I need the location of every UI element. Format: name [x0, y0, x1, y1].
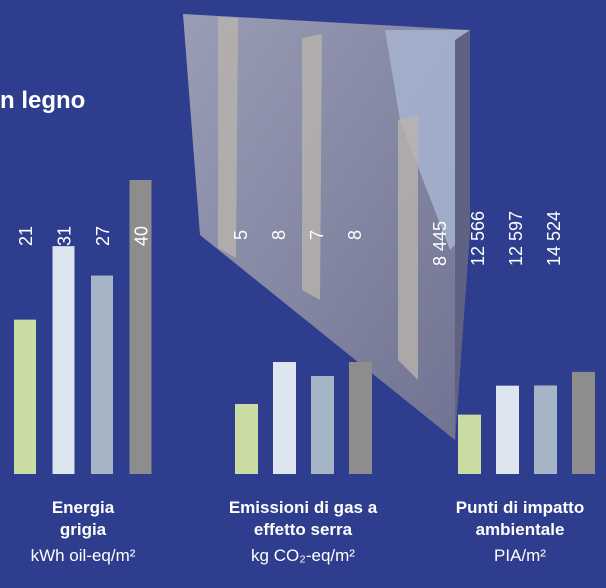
bar: [91, 275, 113, 474]
bar: [129, 180, 152, 474]
value-label: 14 524: [544, 211, 564, 266]
value-label: 8: [345, 230, 365, 240]
bar: [52, 246, 75, 474]
caption: Emissioni di gas a effetto serra kg CO₂-e…: [213, 497, 393, 567]
value-label: 40: [132, 226, 152, 246]
value-label: 27: [93, 226, 113, 246]
bar: [273, 362, 296, 474]
chart-title: Energia grigia: [51, 498, 115, 539]
value-label: 31: [55, 226, 75, 246]
chart-title: Punti di impatto ambientale: [455, 498, 585, 539]
value-label: 8 445: [430, 221, 450, 266]
chart-title: Emissioni di gas a effetto serra: [228, 498, 378, 539]
wall-illustration: [183, 14, 470, 440]
unit-label: PIA/m²: [494, 546, 546, 565]
bar: [235, 404, 258, 474]
value-label: 12 566: [468, 211, 488, 266]
unit-label: kWh oil-eq/m²: [30, 546, 136, 565]
value-label: 8: [269, 230, 289, 240]
caption: Punti di impatto ambientale PIA/m²: [430, 497, 606, 567]
bar: [496, 385, 519, 474]
bar: [349, 362, 372, 474]
unit-label: kg CO₂-eq/m²: [251, 546, 355, 565]
caption: Energia grigia kWh oil-eq/m²: [28, 497, 138, 567]
bar: [14, 319, 36, 474]
value-label: 12 597: [506, 211, 526, 266]
bar: [458, 414, 481, 474]
bar: [572, 371, 595, 474]
bar: [534, 385, 557, 474]
value-label: 21: [16, 226, 36, 246]
heading: n legno: [0, 87, 85, 114]
value-label: 7: [307, 230, 327, 240]
bar: [311, 376, 334, 474]
value-label: 5: [231, 230, 251, 240]
